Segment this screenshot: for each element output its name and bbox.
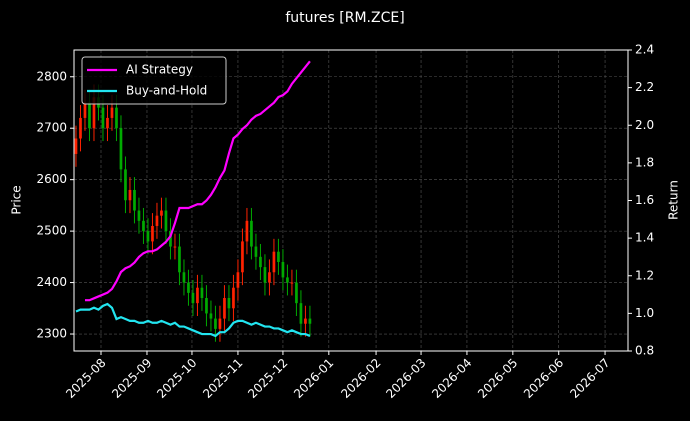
candle-body [119, 128, 123, 170]
candle-body [83, 102, 87, 118]
candle-body [74, 138, 78, 154]
candle-body [263, 267, 267, 283]
plot-frame [73, 49, 629, 352]
candle-body [268, 272, 271, 283]
candle-body [241, 241, 244, 273]
y2-tick-label: 1.2 [635, 268, 654, 282]
candle-body [223, 298, 226, 319]
y-tick-label: 2300 [36, 327, 67, 341]
candle-body [115, 107, 118, 129]
candle-body [106, 117, 109, 129]
candle-body [178, 246, 181, 273]
candle-body [160, 210, 163, 216]
y-axis-label: Price [10, 185, 24, 214]
candle-body [299, 303, 303, 324]
candle-body [164, 210, 168, 232]
candle-body [295, 282, 298, 304]
candle-body [142, 220, 145, 232]
y2-tick-label: 2.2 [635, 80, 654, 94]
candle-body [196, 287, 199, 304]
candle-body [308, 318, 312, 324]
y2-tick-label: 2.4 [635, 43, 654, 57]
candle-body [151, 225, 154, 242]
legend-label: Buy-and-Hold [126, 84, 207, 98]
candle-body [110, 107, 114, 118]
series-line [75, 302, 311, 338]
candle-body [281, 261, 285, 278]
candle-body [227, 298, 231, 309]
candle-body [290, 282, 294, 284]
candle-body [133, 189, 136, 211]
candle-body [259, 256, 262, 268]
candle-body [218, 318, 222, 329]
candle-body [209, 313, 213, 319]
y2-tick-label: 1.8 [635, 155, 654, 169]
candle-body [191, 292, 195, 304]
candle-body [128, 189, 132, 201]
y2-tick-label: 1.4 [635, 231, 654, 245]
legend-box [81, 56, 227, 105]
y-tick-label: 2700 [36, 121, 67, 135]
candle-body [286, 277, 289, 283]
candle-body [250, 220, 253, 247]
candle-body [173, 246, 177, 248]
y-tick-label: 2400 [36, 275, 67, 289]
y2-tick-label: 1.6 [635, 193, 654, 207]
candle-body [88, 102, 91, 129]
series-line [84, 60, 311, 302]
candle-body [232, 287, 235, 309]
candle-body [101, 107, 105, 129]
candle-body [245, 220, 249, 242]
candle-body [236, 272, 240, 288]
candle-body [200, 287, 204, 299]
candle-body [79, 117, 82, 139]
candle-body [187, 282, 190, 293]
legend: AI Strategy Buy-and-Hold [81, 56, 227, 105]
y2-tick-label: 1.0 [635, 306, 654, 320]
y-tick-label: 2600 [36, 172, 67, 186]
y-tick-label: 2800 [36, 69, 67, 83]
y2-axis-label: Return [667, 180, 681, 220]
candle-body [205, 298, 208, 314]
candle-body [182, 272, 186, 283]
candle-body [146, 231, 150, 242]
candle-body [214, 318, 217, 329]
candle-body [169, 231, 172, 247]
candle-body [254, 246, 258, 257]
chart-title: futures [RM.ZCE] [285, 10, 404, 26]
candle-body [155, 215, 159, 226]
candle-body [272, 251, 276, 273]
y-tick-label: 2500 [36, 224, 67, 238]
y2-tick-label: 0.8 [635, 344, 654, 358]
candle-body [277, 251, 280, 262]
legend-label: AI Strategy [126, 63, 193, 77]
candle-body [304, 318, 307, 324]
candle-body [124, 169, 127, 201]
y2-tick-label: 2.0 [635, 118, 654, 132]
candle-body [137, 210, 141, 221]
candle-body [92, 97, 96, 129]
